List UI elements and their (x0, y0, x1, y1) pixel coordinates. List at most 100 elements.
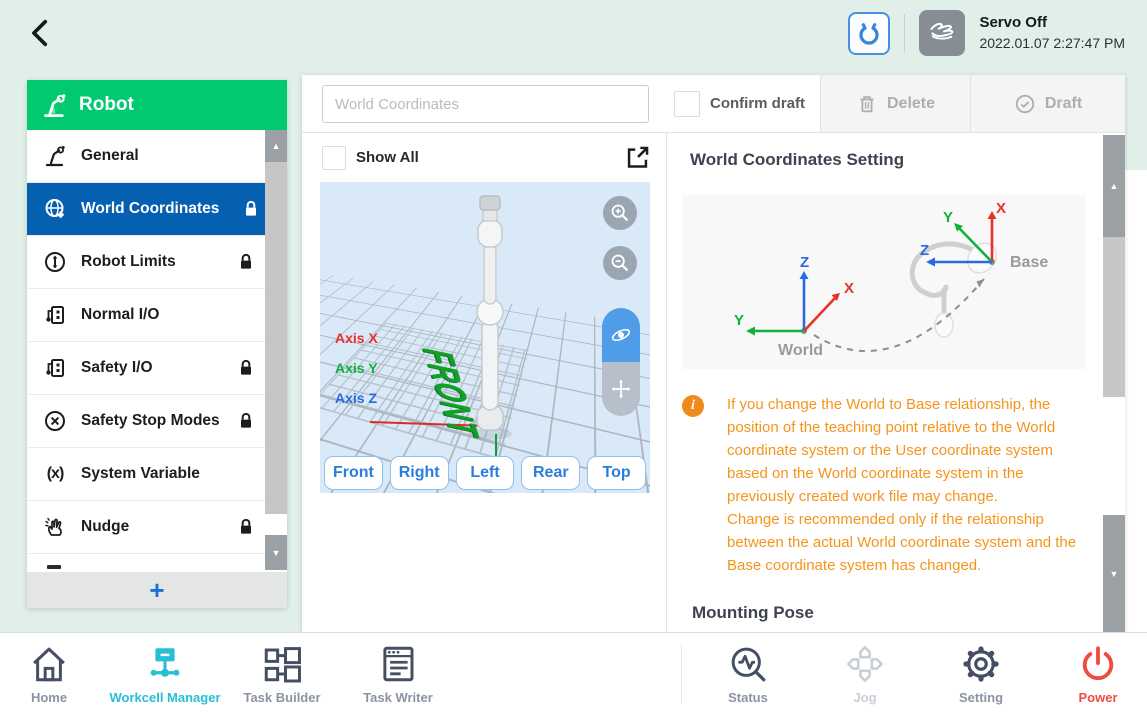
view-front-button[interactable]: Front (324, 456, 383, 490)
sidebar-scrollbar[interactable]: ▲ ▼ (265, 130, 287, 572)
add-workcell-button[interactable]: + (27, 572, 287, 608)
io-board-icon (42, 303, 68, 327)
view-top-button[interactable]: Top (587, 456, 646, 490)
sidebar-item-robot-limits[interactable]: Robot Limits (27, 236, 287, 289)
header-status-group: Servo Off 2022.01.07 2:27:47 PM (848, 10, 1125, 56)
jog-icon (844, 643, 886, 685)
power-icon (1077, 643, 1119, 685)
sidebar-item-safety-stop-modes[interactable]: Safety Stop Modes (27, 395, 287, 448)
view-buttons-row: Front Right Left Rear Top (322, 456, 648, 490)
zoom-in-button[interactable] (603, 196, 637, 230)
sidebar-item-label: System Variable (81, 465, 200, 482)
nav-jog[interactable]: Jog (800, 643, 930, 705)
rotate-view-button[interactable] (602, 308, 640, 362)
rotate-3d-icon (611, 328, 631, 342)
nav-workcell-manager[interactable]: Workcell Manager (100, 643, 230, 705)
sidebar-item-label: Robot Limits (81, 253, 176, 270)
nav-label: Power (1078, 690, 1118, 705)
circle-x-icon (42, 409, 68, 433)
viewer-panel: Show All (302, 133, 667, 632)
io-board-icon (42, 356, 68, 380)
header-divider (904, 14, 906, 52)
scroll-up-button[interactable]: ▲ (1103, 135, 1125, 237)
nav-home[interactable]: Home (0, 643, 114, 705)
nav-task-builder[interactable]: Task Builder (217, 643, 347, 705)
svg-text:X: X (844, 280, 854, 297)
info-icon: i (682, 395, 704, 417)
hand-guide-status-box[interactable] (919, 10, 966, 56)
info-text: If you change the World to Base relation… (727, 396, 1077, 574)
scroll-down-button[interactable]: ▼ (265, 535, 287, 570)
bottom-navigation: Home Workcell Manager (0, 632, 1147, 717)
view-right-button[interactable]: Right (389, 456, 449, 490)
sidebar-item-system-variable[interactable]: (x) System Variable (27, 448, 287, 501)
pan-view-button[interactable] (602, 362, 640, 416)
globe-icon (42, 197, 68, 221)
confirm-draft-checkbox[interactable] (674, 91, 700, 117)
axis-x-label: Axis X (335, 330, 378, 346)
view-rear-button[interactable]: Rear (521, 456, 581, 490)
robot-arm-icon (42, 144, 68, 168)
gripper-tool-button[interactable] (848, 11, 891, 55)
sidebar-item-safety-io[interactable]: Safety I/O (27, 342, 287, 395)
delete-label: Delete (886, 94, 936, 112)
nav-divider (681, 644, 682, 704)
world-label: World (778, 342, 823, 359)
axis-z-label: Axis Z (335, 390, 378, 406)
sidebar-item-label: Nudge (81, 518, 130, 535)
lock-icon (236, 357, 256, 378)
lock-icon (236, 516, 256, 537)
limits-circle-icon (42, 250, 68, 274)
magnifier-plus-icon (611, 204, 628, 221)
nav-status[interactable]: Status (683, 643, 813, 705)
nav-label: Task Builder (243, 690, 321, 705)
back-button[interactable] (24, 16, 60, 52)
sidebar-item-normal-io[interactable]: Normal I/O (27, 289, 287, 342)
scroll-down-button[interactable]: ▼ (1103, 515, 1125, 632)
sidebar-item-label: General (81, 147, 139, 164)
scroll-up-button[interactable]: ▲ (265, 130, 287, 162)
sidebar: Robot General World Coordinates (27, 80, 287, 608)
view-left-button[interactable]: Left (455, 456, 515, 490)
plus-icon: + (149, 575, 165, 605)
sidebar-item-world-coordinates[interactable]: World Coordinates (27, 183, 287, 236)
draft-label: Draft (1044, 94, 1083, 112)
settings-scrollbar[interactable]: ▲ ▼ (1103, 135, 1125, 632)
gear-icon (960, 643, 1002, 685)
nav-setting[interactable]: Setting (916, 643, 1046, 705)
magnifier-minus-icon (611, 254, 628, 271)
nav-label: Home (30, 690, 68, 705)
scrollbar-thumb[interactable] (1103, 237, 1125, 397)
show-all-checkbox[interactable] (322, 146, 346, 170)
robot-3d-viewport[interactable]: Axis X Axis Y Axis Z FRONT (320, 182, 650, 493)
coordinate-name-input[interactable] (322, 85, 649, 123)
nav-power[interactable]: Power (1033, 643, 1147, 705)
delete-button[interactable]: Delete (820, 75, 970, 132)
right-margin (1125, 170, 1147, 632)
pan-arrows-icon (611, 379, 631, 399)
axis-y-label: Axis Y (335, 360, 378, 376)
base-label: Base (1010, 254, 1048, 271)
zoom-out-button[interactable] (603, 246, 637, 280)
scrollbar-thumb[interactable] (265, 162, 287, 514)
gripper-claw-icon (859, 23, 880, 45)
sidebar-header-robot[interactable]: Robot (27, 80, 287, 130)
svg-text:Y: Y (943, 209, 953, 226)
sidebar-item-general[interactable]: General (27, 130, 287, 183)
sidebar-item-nudge[interactable]: Nudge (27, 501, 287, 554)
nav-label: Jog (853, 690, 877, 705)
info-note: i If you change the World to Base relati… (682, 393, 1082, 577)
sidebar-item-label: Normal I/O (81, 306, 160, 323)
main-panel: Confirm draft Delete Draft Show All (302, 75, 1125, 632)
svg-text:Z: Z (800, 254, 809, 271)
sidebar-item-label: Safety Stop Modes (81, 412, 220, 429)
nav-label: Task Writer (363, 690, 433, 705)
hand-icon (42, 515, 68, 539)
nav-task-writer[interactable]: Task Writer (333, 643, 463, 705)
variable-icon: (x) (46, 465, 65, 482)
expand-viewer-button[interactable] (624, 144, 651, 171)
task-builder-icon (261, 643, 303, 685)
draft-button[interactable]: Draft (970, 75, 1125, 132)
view-control-pill (602, 308, 640, 416)
toolbar: Confirm draft Delete Draft (302, 75, 1125, 133)
